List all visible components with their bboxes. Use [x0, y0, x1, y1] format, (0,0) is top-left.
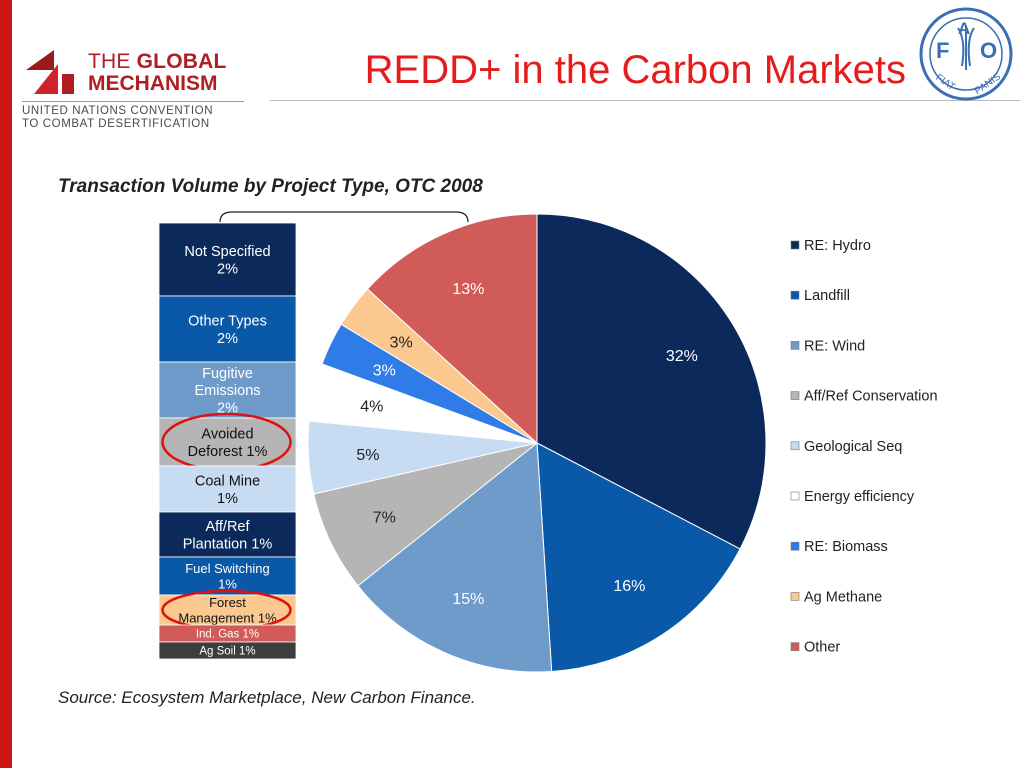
stack-segment-aff-ref-plantation-1: [158, 511, 297, 558]
legend-entry-re-wind: RE: Wind: [804, 338, 865, 354]
legend-swatch-aff-ref-conservation: [790, 391, 800, 400]
other-breakdown-stack: Not Specified 2% Other Types 2% Fugitive Emis…: [158, 222, 297, 660]
stack-label-forest-management-1: Forest Management 1%: [178, 595, 277, 626]
pie-slice-other: [366, 213, 538, 445]
pie-slice-landfill: [536, 442, 741, 673]
stack-segment-forest-management-1: [158, 594, 297, 626]
fao-letter-f: F: [936, 38, 949, 63]
pie-data-label-re-wind: 15%: [452, 591, 484, 608]
left-accent-bar: [0, 0, 12, 768]
stack-label-coal-mine-1: Coal Mine 1%: [195, 474, 260, 507]
pie-slice-re-wind: [357, 442, 553, 673]
logo-divider: [22, 101, 244, 102]
pie-slice-aff-ref-conservation: [313, 442, 538, 587]
legend-swatch-energy-efficiency: [790, 491, 800, 501]
pie-data-label-ag-methane: 3%: [390, 335, 413, 352]
pie-data-label-re-hydro: 32%: [666, 348, 698, 365]
pie-data-label-geological-seq: 5%: [356, 447, 379, 464]
legend-swatch-landfill: [790, 290, 800, 300]
legend-entry-ag-methane: Ag Methane: [804, 589, 882, 605]
fao-letter-a: A: [958, 19, 970, 38]
legend-entry-geological-seq: Geological Seq: [804, 439, 902, 455]
legend-swatch-re-hydro: [790, 240, 800, 250]
pie-slice-re-hydro: [536, 213, 767, 550]
legend-entry-aff-ref-conservation: Aff/Ref Conservation: [804, 389, 938, 405]
stack-label-fugitive-emissions-2: Fugitive Emissions 2%: [194, 366, 260, 417]
logo-line-2: MECHANISM: [88, 72, 218, 95]
fao-letter-o: O: [980, 38, 997, 63]
stack-segment-not-specified-2: [158, 222, 297, 297]
chart-legend: RE: Hydro Landfill RE: Wind Aff/Ref Conserv…: [790, 238, 938, 656]
stack-segment-fugitive-emissions-2: [158, 361, 297, 419]
pie-data-label-energy-efficiency: 4%: [360, 398, 383, 415]
chart-title: Transaction Volume by Project Type, OTC …: [58, 176, 483, 197]
legend-swatch-geological-seq: [790, 441, 800, 451]
pie-data-label-landfill: 16%: [613, 578, 645, 595]
stack-label-not-specified-2: Not Specified 2%: [184, 244, 270, 277]
legend-swatch-re-biomass: [790, 541, 800, 551]
source-note: Source: Ecosystem Marketplace, New Carbo…: [58, 688, 476, 707]
stack-label-avoided-deforest-1: Avoided Deforest 1%: [188, 427, 268, 460]
logo-subtitle-1: UNITED NATIONS CONVENTION: [22, 105, 214, 117]
global-mechanism-logo: THE GLOBAL MECHANISM UNITED NATIONS CONV…: [22, 44, 262, 136]
legend-entry-re-hydro: RE: Hydro: [804, 238, 871, 254]
legend-swatch-re-wind: [790, 341, 800, 350]
stack-segment-fuel-switching-1: [158, 556, 297, 596]
legend-entry-energy-efficiency: Energy efficiency: [804, 489, 915, 505]
pie-chart: 32% 16% 15% 7% 5% 4% 3% 3% 13%: [307, 213, 767, 673]
legend-entry-other: Other: [804, 640, 840, 656]
legend-entry-re-biomass: RE: Biomass: [804, 539, 888, 555]
pie-data-label-aff-ref-conservation: 7%: [373, 510, 396, 527]
legend-swatch-ag-methane: [790, 592, 800, 601]
legend-swatch-other: [790, 642, 800, 651]
pie-data-label-other: 13%: [452, 281, 484, 298]
stack-segment-coal-mine-1: [158, 465, 297, 513]
stack-label-other-types-2: Other Types 2%: [188, 314, 267, 347]
logo-subtitle-2: TO COMBAT DESERTIFICATION: [22, 118, 210, 130]
stack-segment-ag-soil-1: [158, 641, 297, 660]
slide-title: REDD+ in the Carbon Markets: [364, 48, 906, 92]
stack-label-ind-gas-1: Ind. Gas 1%: [196, 629, 259, 641]
legend-entry-landfill: Landfill: [804, 288, 850, 304]
logo-line-1: THE GLOBAL: [88, 50, 227, 73]
fao-logo-icon: F A O FIAT PANIS: [919, 7, 1013, 101]
breakdown-bracket: [219, 211, 469, 223]
stack-segment-avoided-deforest-1: [158, 417, 297, 467]
header-divider: [270, 100, 1020, 101]
stack-label-aff-ref-plantation-1: Aff/Ref Plantation 1%: [183, 519, 273, 552]
pie-data-label-re-biomass: 3%: [373, 363, 396, 380]
global-mechanism-mark-icon: [26, 50, 74, 94]
stack-label-ag-soil-1: Ag Soil 1%: [199, 646, 255, 658]
stack-label-fuel-switching-1: Fuel Switching 1%: [185, 561, 270, 592]
